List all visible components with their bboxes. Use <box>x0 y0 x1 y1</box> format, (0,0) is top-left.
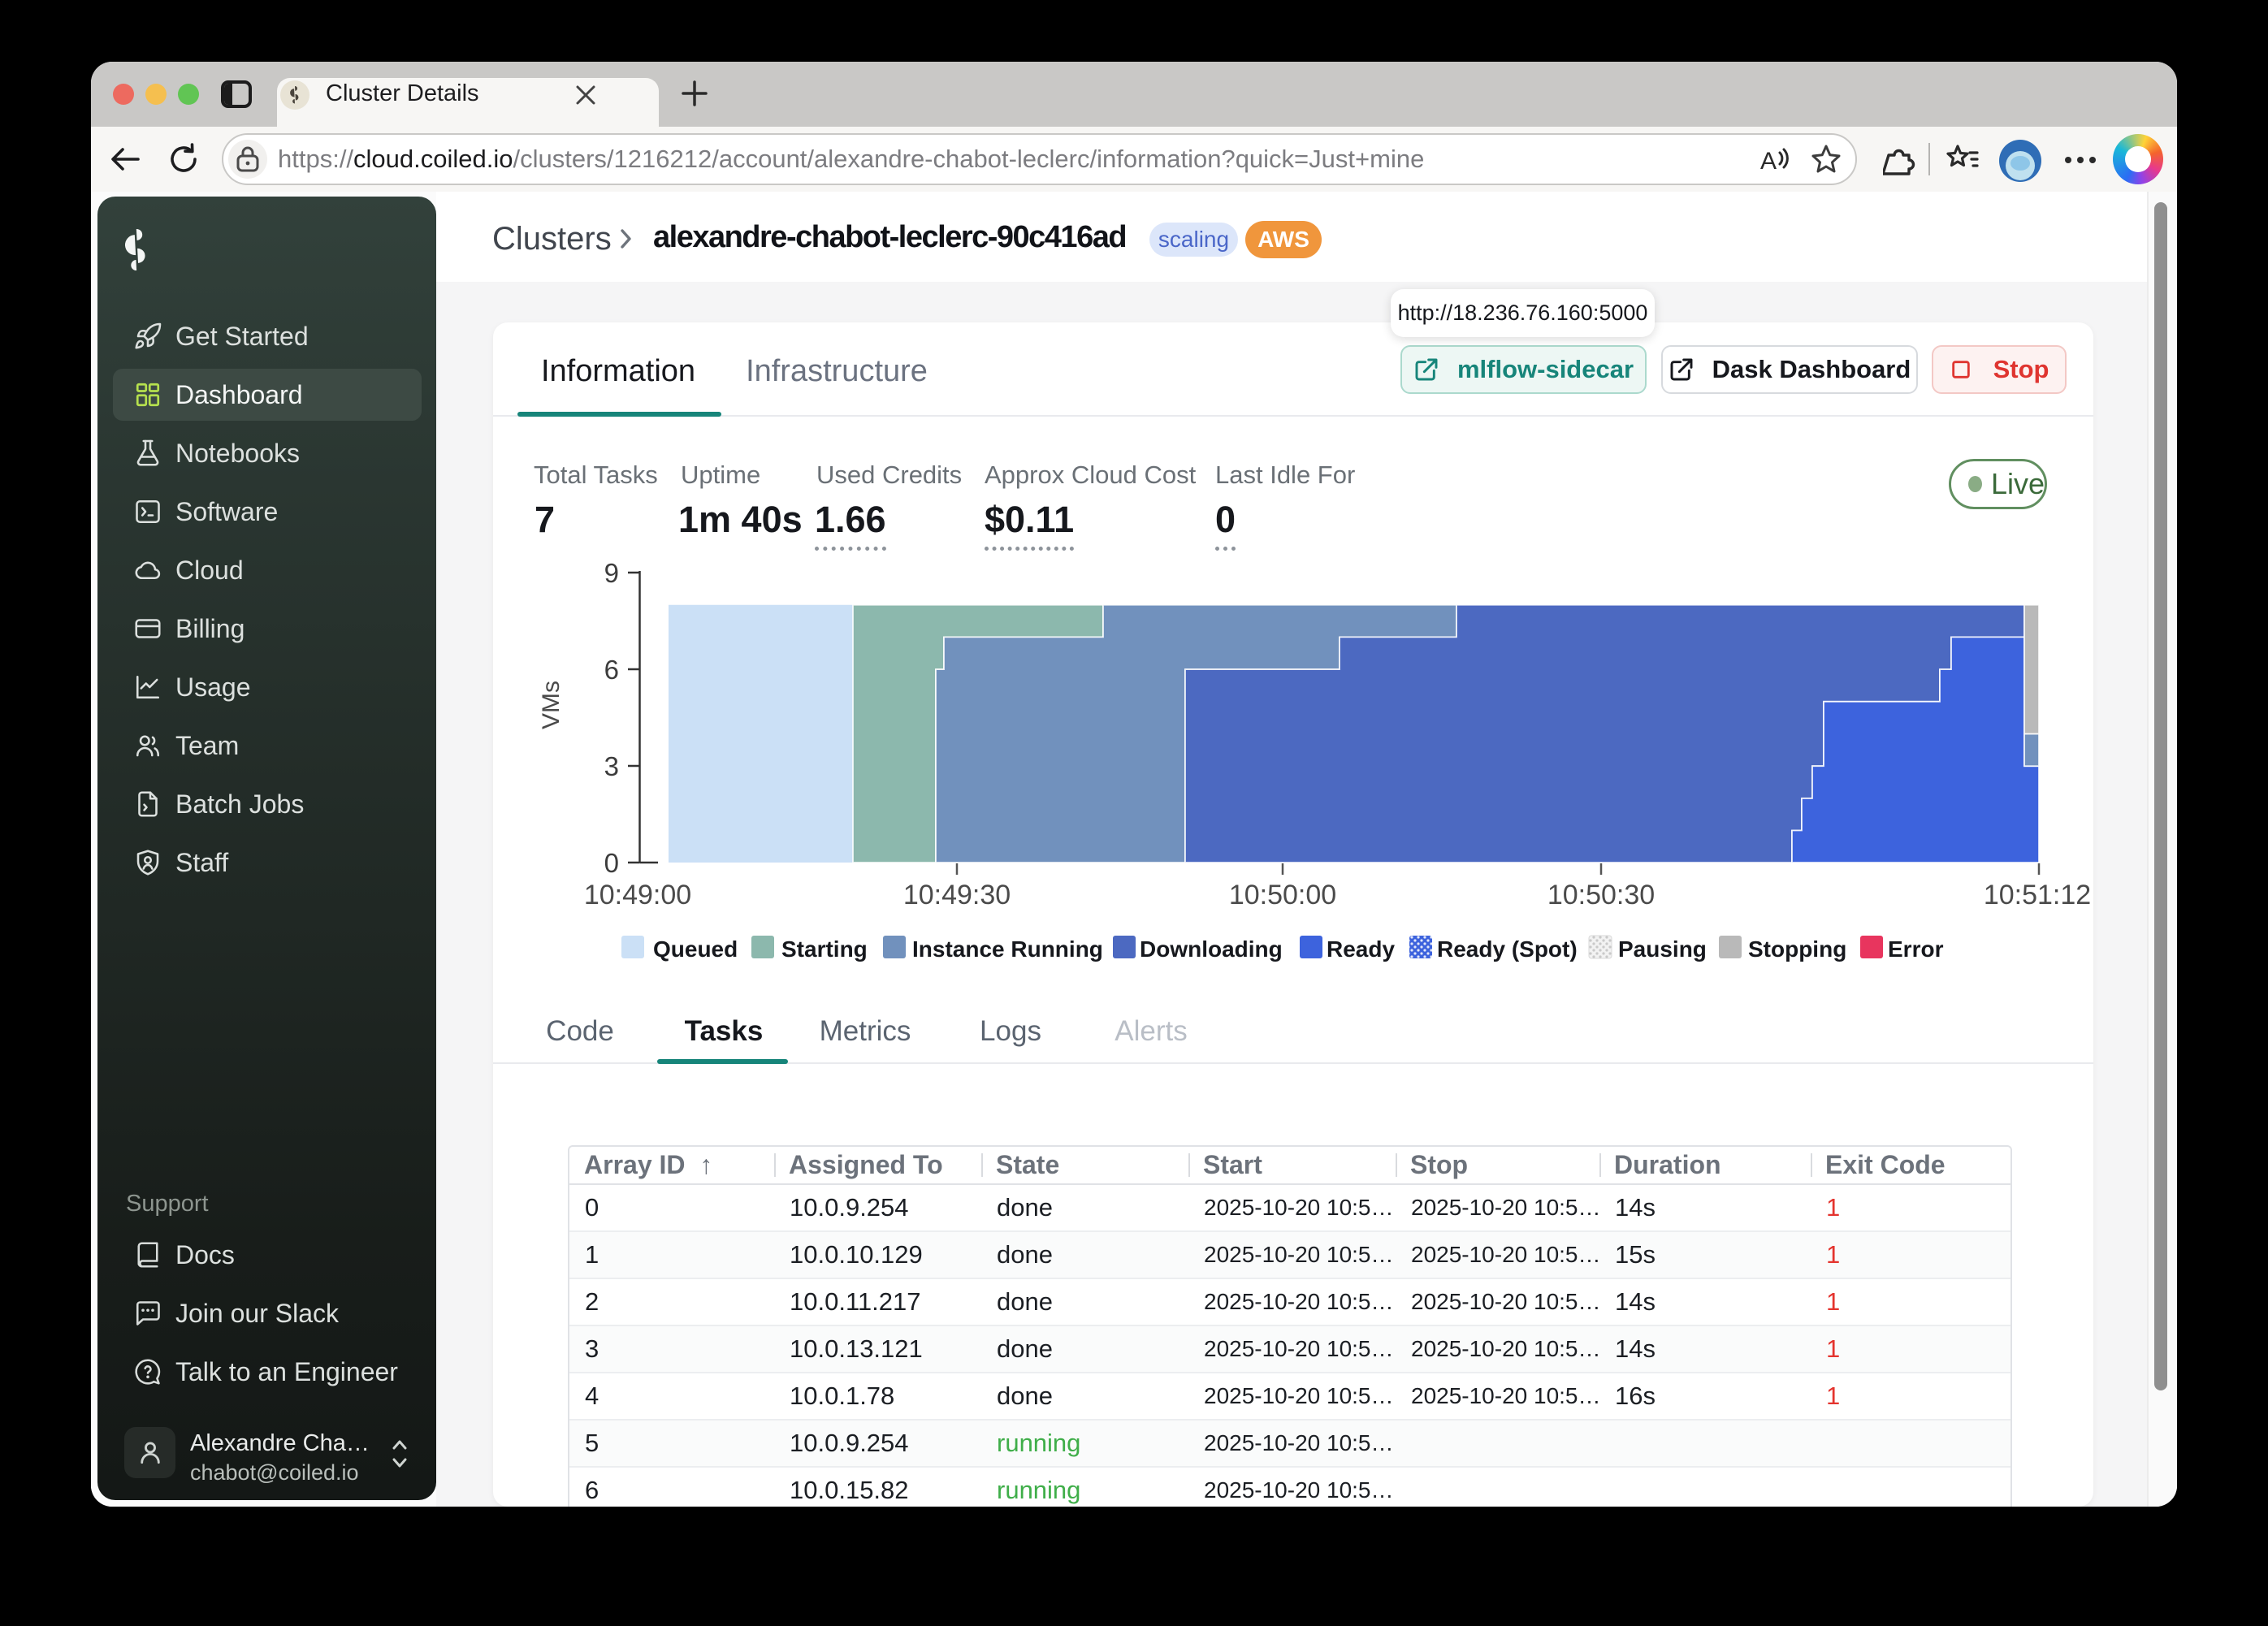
svg-text:10:51:12: 10:51:12 <box>1984 880 2091 910</box>
svg-text:10:50:30: 10:50:30 <box>1547 880 1655 910</box>
svg-text:0: 0 <box>604 848 619 878</box>
svg-text:Pausing: Pausing <box>1618 936 1707 962</box>
svg-text:10:49:00: 10:49:00 <box>584 880 691 910</box>
svg-text:9: 9 <box>604 558 619 588</box>
svg-text:Ready: Ready <box>1327 936 1395 962</box>
svg-text:Stopping: Stopping <box>1748 936 1846 962</box>
svg-text:6: 6 <box>604 655 619 685</box>
svg-text:3: 3 <box>604 751 619 781</box>
svg-text:10:50:00: 10:50:00 <box>1229 880 1336 910</box>
svg-text:10:49:30: 10:49:30 <box>903 880 1011 910</box>
svg-text:Error: Error <box>1888 936 1944 962</box>
svg-text:A: A <box>1760 148 1777 175</box>
svg-text:Queued: Queued <box>653 936 738 962</box>
svg-text:Instance Running: Instance Running <box>912 936 1103 962</box>
svg-text:VMs: VMs <box>538 681 565 729</box>
svg-text:Downloading: Downloading <box>1140 936 1283 962</box>
svg-text:Starting: Starting <box>781 936 868 962</box>
svg-text:Ready (Spot): Ready (Spot) <box>1437 936 1578 962</box>
